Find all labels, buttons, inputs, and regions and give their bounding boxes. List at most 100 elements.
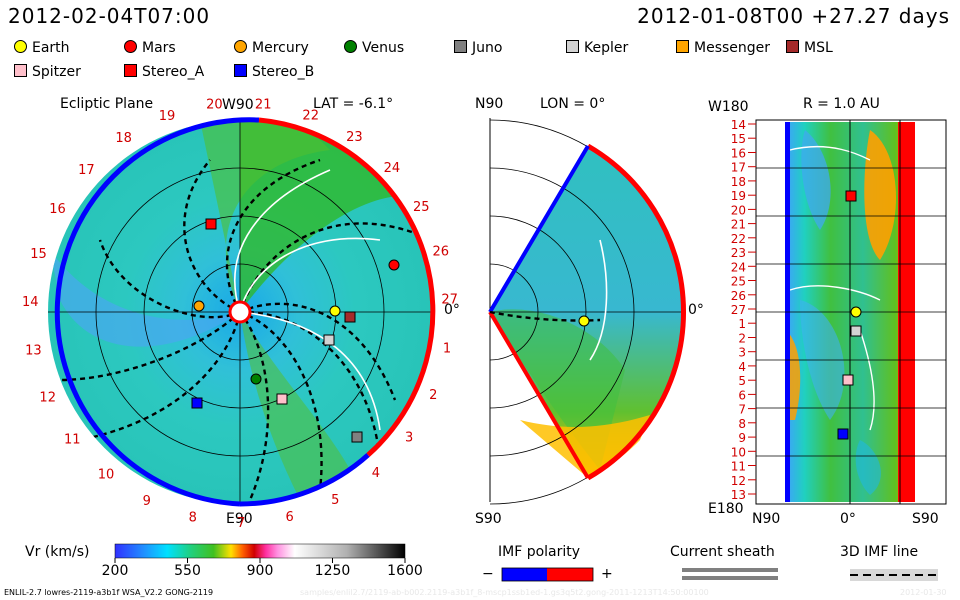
panel1-bottom-label: E90 xyxy=(226,511,253,527)
rim-label-14: 14 xyxy=(22,295,39,310)
panel3-y-label-15: 15 xyxy=(731,132,746,146)
velocity-colorbar xyxy=(114,543,406,559)
header-time-left: 2012-02-04T07:00 xyxy=(8,4,211,28)
panel2-title: LON = 0° xyxy=(540,96,606,112)
current-sheath-lines xyxy=(59,158,421,501)
earth-marker-panel3 xyxy=(850,306,862,318)
fast-wind-band-3 xyxy=(240,312,360,500)
square-icon xyxy=(454,40,467,53)
panel3-y-label-16: 16 xyxy=(731,147,746,161)
imf-3d-title: 3D IMF line xyxy=(840,544,919,560)
imf-positive-swatch xyxy=(547,568,593,581)
square-icon xyxy=(566,40,579,53)
colorbar-tick-900: 900 xyxy=(246,563,274,579)
legend-item-mercury: Mercury xyxy=(234,40,309,56)
panel3-y-label-21: 21 xyxy=(731,218,746,232)
rim-negative-polarity xyxy=(54,117,260,507)
rim-label-27: 27 xyxy=(441,293,458,308)
header-time-right: 2012-01-08T00 +27.27 days xyxy=(637,4,950,28)
panel3-title: R = 1.0 AU xyxy=(803,96,880,112)
panel3-y-label-7: 7 xyxy=(738,403,746,417)
rim-label-1: 1 xyxy=(443,341,451,356)
rim-label-21: 21 xyxy=(255,97,272,112)
panel3-bottom-left: E180 xyxy=(708,501,744,517)
square-icon xyxy=(234,64,247,77)
panel3-y-labels: 1415161718192021222324252627123456789101… xyxy=(731,118,756,502)
ecliptic-lat-label: LAT = -6.1° xyxy=(313,96,394,112)
panel3-top-left: W180 xyxy=(708,99,749,115)
current-sheath-swatch-2 xyxy=(682,576,778,580)
stereo-a-marker-panel3 xyxy=(845,190,857,202)
rim-label-12: 12 xyxy=(39,390,56,405)
polarity-boundary-lines xyxy=(234,169,381,431)
panel3-x-label-0: 0° xyxy=(840,511,856,527)
legend-item-earth: Earth xyxy=(14,40,70,56)
legend-label: Juno xyxy=(472,40,503,56)
panel3-y-label-2: 2 xyxy=(738,332,746,346)
current-sheath-title: Current sheath xyxy=(670,544,775,560)
panel3-y-label-20: 20 xyxy=(731,203,746,217)
rim-label-4: 4 xyxy=(372,466,380,481)
panel1-right-label: 0° xyxy=(444,302,460,318)
current-sheath-swatch-1 xyxy=(682,568,778,572)
rim-label-8: 8 xyxy=(189,511,197,526)
colorbar-tick-1250: 1250 xyxy=(314,563,351,579)
circle-icon xyxy=(344,40,357,53)
panel3-y-label-8: 8 xyxy=(738,417,746,431)
square-icon xyxy=(14,64,27,77)
panel2-right-label: 0° xyxy=(688,302,704,318)
colorbar-tick-550: 550 xyxy=(174,563,201,579)
rim-label-3: 3 xyxy=(405,430,413,445)
panel3-y-label-22: 22 xyxy=(731,232,746,246)
rim-label-9: 9 xyxy=(143,494,151,509)
panel3-x-label-s90: S90 xyxy=(912,511,939,527)
panel3-y-label-25: 25 xyxy=(731,275,746,289)
legend-item-juno: Juno xyxy=(454,40,502,56)
msl-marker xyxy=(344,311,356,323)
panel3-y-label-14: 14 xyxy=(731,118,746,132)
earth-marker xyxy=(329,305,341,317)
legend-item-stereo-b: Stereo_B xyxy=(234,64,314,80)
square-icon xyxy=(124,64,137,77)
rim-positive-polarity xyxy=(258,117,436,457)
rim-label-5: 5 xyxy=(331,493,339,508)
panel3-y-label-12: 12 xyxy=(731,474,746,488)
rim-label-7: 7 xyxy=(237,516,245,531)
rim-label-22: 22 xyxy=(302,108,319,123)
footer-date: 2012-01-30 xyxy=(900,588,947,597)
sun-marker xyxy=(228,300,252,324)
spitzer-marker-panel3 xyxy=(842,374,854,386)
rim-label-17: 17 xyxy=(78,163,95,178)
panel3-y-label-6: 6 xyxy=(738,388,746,402)
wedge-edge-positive xyxy=(488,310,590,480)
panel3-y-label-4: 4 xyxy=(738,360,746,374)
legend-label: Earth xyxy=(32,40,70,56)
colorbar-tick-200: 200 xyxy=(101,563,129,579)
circle-icon xyxy=(14,40,27,53)
stereo-a-marker xyxy=(205,218,217,230)
juno-marker xyxy=(351,431,363,443)
rim-label-15: 15 xyxy=(30,247,47,262)
wedge-rim-positive xyxy=(586,143,686,481)
legend-label: MSL xyxy=(804,40,833,56)
panel1-top-label: W90 xyxy=(222,97,254,113)
panel3-y-label-9: 9 xyxy=(738,431,746,445)
rim-label-23: 23 xyxy=(346,130,363,145)
venus-marker xyxy=(250,373,262,385)
legend-item-venus: Venus xyxy=(344,40,404,56)
rim-label-13: 13 xyxy=(25,344,42,359)
slow-wind-band xyxy=(50,250,240,347)
carrington-rim-labels: 20 21222324252627123456789101112131415161… xyxy=(22,97,458,531)
rim-label-25: 25 xyxy=(413,200,430,215)
rim-label-11: 11 xyxy=(64,432,81,447)
square-icon xyxy=(676,40,689,53)
imf-plus-label: + xyxy=(601,566,613,582)
footer-model: ENLIL-2.7 lowres-2119-a3b1f WSA_V2.2 GON… xyxy=(4,588,214,597)
rim-label-2: 2 xyxy=(429,388,437,403)
rim-label-16: 16 xyxy=(49,202,66,217)
spitzer-marker xyxy=(276,393,288,405)
legend-label: Messenger xyxy=(694,40,771,56)
panel3-y-label-3: 3 xyxy=(738,346,746,360)
rim-label-10: 10 xyxy=(98,468,115,483)
legend-item-msl: MSL xyxy=(786,40,833,56)
